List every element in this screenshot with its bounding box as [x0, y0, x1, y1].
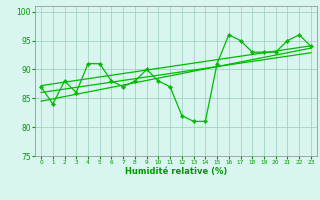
- X-axis label: Humidité relative (%): Humidité relative (%): [125, 167, 227, 176]
